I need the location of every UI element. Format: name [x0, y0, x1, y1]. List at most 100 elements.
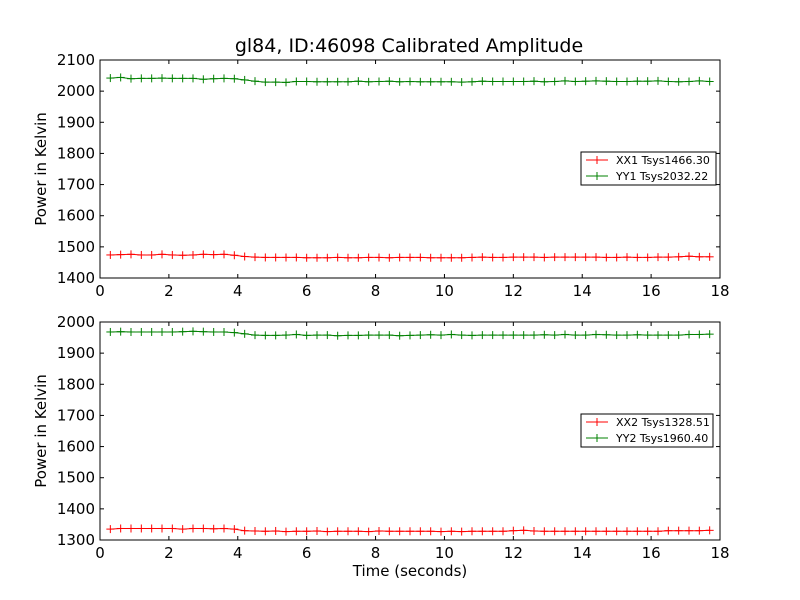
- x-tick-label: 10: [435, 282, 454, 300]
- plot-area-frame: [99, 59, 721, 279]
- data-point: [168, 524, 177, 533]
- data-point: [344, 331, 352, 340]
- data-point: [654, 253, 662, 262]
- data-point: [643, 527, 652, 536]
- data-point: [116, 327, 125, 336]
- data-point: [592, 253, 600, 262]
- data-point: [488, 77, 497, 86]
- y-tick-label: 1900: [57, 344, 95, 362]
- data-point: [251, 526, 259, 535]
- data-point: [426, 77, 435, 86]
- data-point: [468, 527, 476, 536]
- data-point: [571, 77, 580, 86]
- data-point: [344, 253, 352, 262]
- data-point: [292, 253, 301, 262]
- x-tick-label: 12: [504, 282, 523, 300]
- data-point: [385, 331, 394, 340]
- data-point: [592, 76, 600, 85]
- data-point: [437, 253, 445, 262]
- plot-panel-2: 0 2 4 6 8 10 12 14 16 18 1300 1400 1500 1600 1700 1800 1…: [32, 313, 730, 580]
- data-point: [354, 77, 363, 86]
- data-point: [271, 78, 280, 87]
- data-point: [499, 527, 507, 536]
- data-point: [705, 252, 714, 261]
- data-point: [189, 74, 197, 83]
- data-point: [106, 327, 115, 336]
- data-point: [654, 76, 662, 85]
- data-point: [654, 331, 662, 340]
- y-tick-label: 2000: [57, 313, 95, 331]
- data-point: [457, 527, 466, 536]
- data-point: [540, 330, 549, 339]
- x-tick-label: 8: [371, 544, 381, 562]
- data-point: [333, 527, 342, 536]
- y-tick-label: 1700: [57, 406, 95, 424]
- data-point: [685, 330, 693, 339]
- data-point: [478, 527, 487, 536]
- data-point: [499, 331, 507, 340]
- data-point: [240, 329, 249, 338]
- data-point: [685, 77, 693, 86]
- data-point: [561, 527, 569, 536]
- data-point: [426, 527, 435, 536]
- data-point: [385, 527, 394, 536]
- data-point: [168, 327, 177, 336]
- data-point: [664, 253, 673, 262]
- legend-label: YY2 Tsys1960.40: [615, 432, 708, 445]
- data-point: [674, 77, 683, 86]
- data-point: [178, 74, 187, 83]
- legend: XX1 Tsys1466.30 YY1 Tsys2032.22: [580, 151, 717, 186]
- data-point: [292, 330, 301, 339]
- data-point: [189, 250, 197, 259]
- data-point: [447, 77, 456, 86]
- data-point: [478, 331, 487, 340]
- data-point: [220, 74, 228, 83]
- data-point: [230, 251, 239, 260]
- data-point: [499, 77, 507, 86]
- data-point: [178, 327, 187, 336]
- data-point: [509, 77, 518, 86]
- legend-label: XX1 Tsys1466.30: [616, 154, 710, 167]
- legend-frame: [580, 413, 714, 448]
- data-point: [705, 77, 714, 86]
- data-point: [375, 331, 383, 340]
- y-tick-label: 2100: [57, 51, 95, 69]
- data-point: [302, 527, 311, 536]
- data-point: [313, 331, 321, 340]
- data-point: [323, 331, 332, 340]
- data-point: [499, 253, 507, 262]
- data-point: [199, 327, 208, 336]
- data-point: [395, 331, 404, 340]
- data-point: [437, 527, 445, 536]
- data-point: [189, 524, 197, 533]
- data-point: [612, 77, 621, 86]
- data-point: [364, 77, 373, 86]
- data-point: [426, 330, 435, 339]
- data-point: [643, 253, 652, 262]
- x-tick-label: 14: [573, 282, 592, 300]
- data-point: [302, 331, 311, 340]
- data-point: [654, 527, 662, 536]
- data-point: [251, 253, 259, 262]
- data-point: [364, 253, 373, 262]
- x-tick-label: 4: [233, 282, 243, 300]
- data-point: [354, 527, 363, 536]
- data-point: [147, 250, 156, 259]
- data-point: [168, 74, 177, 83]
- x-axis-label: Time (seconds): [352, 562, 468, 580]
- data-point: [116, 73, 125, 82]
- plot-panel-1: 0 2 4 6 8 10 12 14 16 18 1400 1500 1600 1700 1800 1900 2…: [32, 51, 730, 300]
- data-point: [581, 253, 590, 262]
- data-point: [519, 253, 528, 262]
- data-point: [158, 327, 166, 336]
- data-point: [261, 253, 270, 262]
- x-tick-label: 8: [371, 282, 381, 300]
- data-point: [137, 327, 146, 336]
- data-point: [416, 253, 425, 262]
- data-point: [685, 526, 693, 535]
- data-point: [127, 327, 135, 336]
- x-tick-label: 16: [642, 544, 661, 562]
- data-point: [550, 77, 559, 86]
- data-point: [571, 527, 580, 536]
- data-point: [147, 327, 156, 336]
